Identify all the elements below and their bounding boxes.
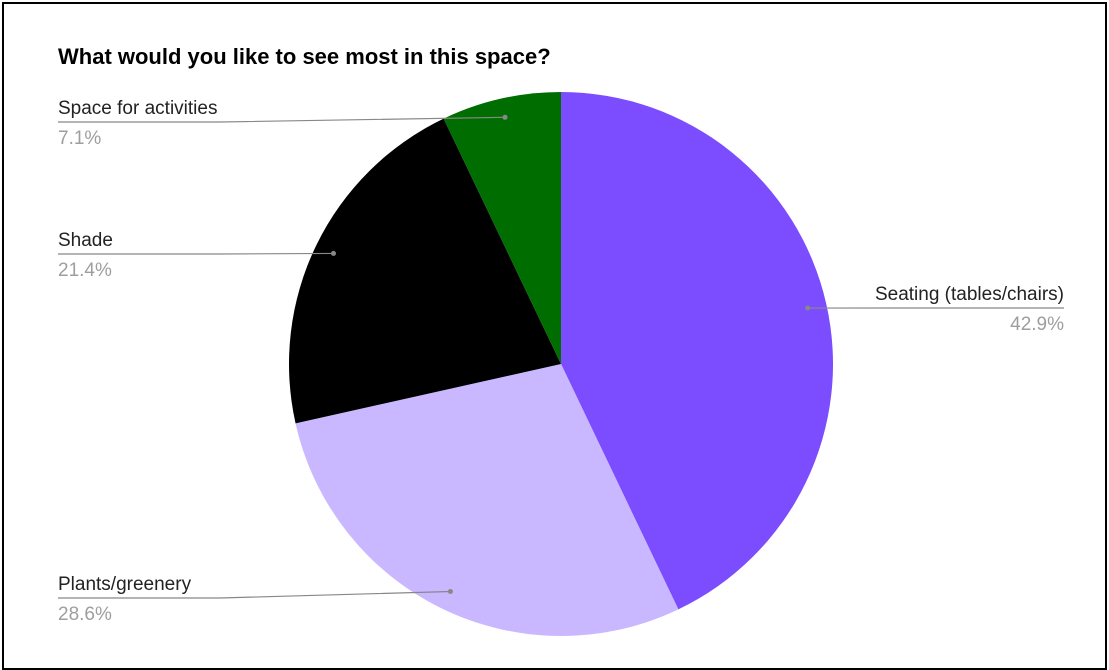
slice-value-seating-tables-chairs: 42.9%: [1010, 314, 1064, 335]
slice-labels: Seating (tables/chairs) 42.9% Plants/green…: [58, 98, 1064, 625]
leader-line-shade: [58, 252, 334, 255]
slice-label-plants-greenery: Plants/greenery: [58, 574, 192, 595]
leader-dot-space-for-activities: [502, 114, 508, 120]
pie-slice-shade: [288, 118, 561, 424]
leader-dot-plants-greenery: [447, 589, 453, 595]
slice-label-space-for-activities: Space for activities: [58, 98, 217, 119]
pie-slice-plants-greenery: [295, 364, 679, 636]
slice-label-shade: Shade: [58, 230, 113, 251]
leader-dot-shade: [330, 250, 336, 256]
slice-value-plants-greenery: 28.6%: [58, 604, 112, 625]
slice-value-space-for-activities: 7.1%: [58, 128, 101, 149]
pie-slice-space-for-activities: [443, 92, 561, 364]
leader-line-space-for-activities: [58, 116, 506, 123]
pie-slices: [288, 92, 833, 636]
pie-slice-seating-tables-chairs: [561, 92, 833, 610]
leader-line-plants-greenery: [58, 590, 451, 599]
leader-dot-seating-tables-chairs: [805, 305, 811, 311]
chart-title: What would you like to see most in this …: [58, 44, 551, 69]
slice-label-seating-tables-chairs: Seating (tables/chairs): [875, 284, 1064, 305]
slice-value-shade: 21.4%: [58, 260, 112, 281]
